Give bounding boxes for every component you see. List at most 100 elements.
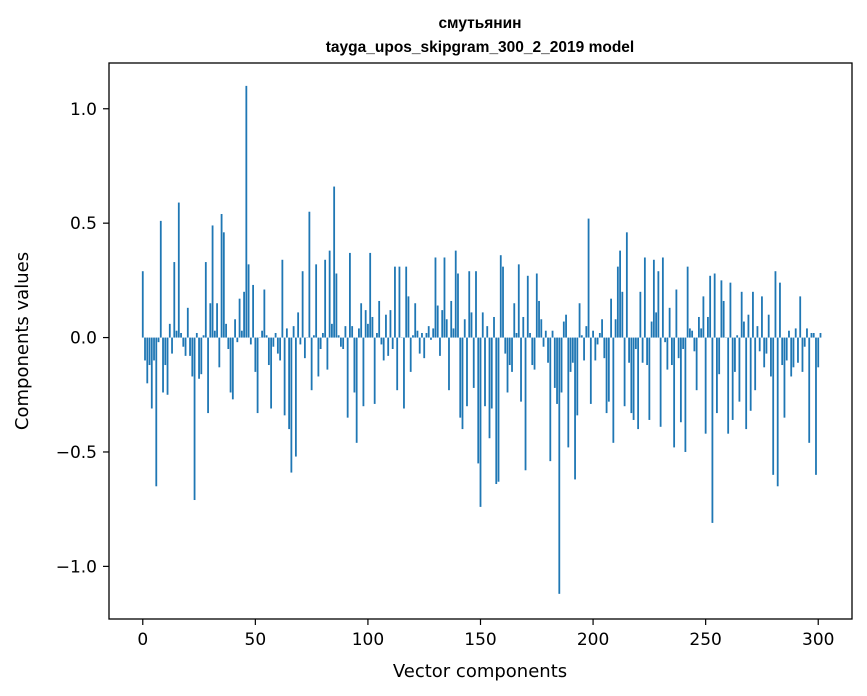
bar-251 [707,316,709,338]
bar-180 [547,337,549,363]
bar-41 [234,319,236,338]
chart-title: смутьянин [438,15,521,32]
bar-169 [522,316,525,338]
bar-173 [531,337,534,366]
bar-157 [495,337,498,485]
bar-140 [457,273,459,338]
bar-129 [432,328,435,338]
bar-207 [607,337,610,402]
bar-290 [794,328,797,338]
bar-107 [382,337,385,361]
bar-147 [472,337,475,388]
bar-182 [551,330,554,338]
bar-171 [526,275,529,338]
bar-57 [270,337,273,409]
bar-204 [601,319,603,338]
bar-30 [209,303,212,338]
bar-1 [144,337,146,361]
bar-222 [641,337,644,363]
y-axis-label: Components values [12,252,33,430]
bar-6 [155,337,158,487]
bar-2 [146,337,149,384]
bar-253 [711,337,714,523]
bar-39 [229,337,232,393]
bar-187 [562,321,565,338]
bar-193 [576,337,579,416]
bar-82 [326,337,329,370]
bar-59 [274,332,277,338]
bar-16 [177,202,180,338]
bar-97 [360,303,363,338]
bar-252 [709,275,712,338]
bar-25 [198,337,200,379]
bar-69 [297,312,300,338]
x-tick-label: 100 [352,630,384,650]
bar-67 [292,326,295,338]
bar-86 [335,273,338,338]
bar-65 [288,337,291,430]
bar-33 [216,303,218,338]
bar-167 [517,264,520,338]
bar-258 [722,300,725,338]
bar-276 [763,337,766,368]
bar-31 [211,225,214,338]
bar-34 [218,337,221,368]
bar-55 [265,335,268,338]
bar-279 [770,337,772,377]
bar-178 [542,337,545,347]
bar-122 [416,330,419,338]
bar-135 [445,319,448,338]
bar-282 [776,337,779,487]
bar-27 [202,335,205,338]
bar-216 [628,337,630,363]
bar-170 [524,337,527,471]
x-tick-label: 250 [689,630,721,650]
x-axis-label: Vector components [393,661,567,682]
bar-96 [358,328,360,338]
x-axis-ticks: 0 50 100 150 200 250 300 [137,619,834,650]
bar-287 [788,330,790,338]
bar-197 [585,326,588,338]
bar-206 [605,337,608,414]
bar-88 [340,337,342,347]
bar-58 [272,337,275,347]
bar-211 [616,266,619,338]
bar-301 [819,332,822,338]
y-tick-label: 0.0 [70,329,97,349]
bar-267 [743,321,745,338]
bar-155 [490,337,493,409]
bar-203 [598,332,601,338]
bars-group [141,85,822,594]
bar-14 [173,262,176,338]
bar-32 [213,330,216,338]
bar-164 [511,337,513,372]
bar-163 [508,337,511,366]
bar-110 [389,310,392,338]
bar-106 [380,337,383,345]
bar-3 [148,337,151,366]
bar-37 [225,323,227,338]
bar-71 [301,271,304,338]
bar-165 [513,303,516,338]
bar-43 [238,298,241,338]
bar-75 [310,337,313,391]
bar-240 [682,337,685,350]
y-tick-label: 0.5 [70,214,97,234]
bar-95 [355,337,358,443]
x-tick-label: 150 [464,630,496,650]
bar-215 [625,232,628,338]
bar-29 [207,337,209,414]
bar-23 [193,337,196,501]
bar-4 [150,337,153,409]
bar-102 [371,316,374,338]
bar-47 [247,264,250,338]
bar-90 [344,326,347,338]
bar-300 [817,337,820,368]
bar-136 [448,337,450,391]
bar-84 [331,323,333,338]
bar-154 [488,337,491,439]
bar-285 [783,337,786,418]
bar-274 [758,337,761,352]
bar-85 [333,186,336,338]
